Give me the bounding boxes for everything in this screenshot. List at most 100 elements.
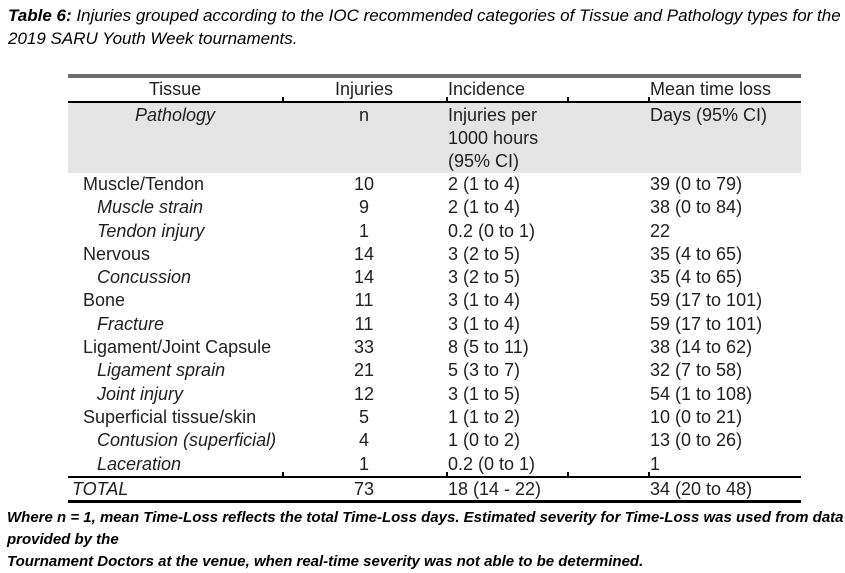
- injuries-cell: 11: [354, 313, 374, 334]
- table-row: Laceration 1 0.2 (0 to 1) 1: [68, 453, 801, 476]
- header-timeloss: Mean time loss: [650, 79, 772, 99]
- table-caption: Table 6: Injuries grouped according to t…: [8, 5, 843, 50]
- table-row: Contusion (superficial) 4 1 (0 to 2) 13 …: [68, 429, 801, 452]
- caption-text-line2: 2019 SARU Youth Week tournaments.: [8, 28, 298, 48]
- cell-border-tick: [446, 471, 448, 476]
- injuries-cell: 1: [358, 453, 369, 474]
- cell-border-tick: [282, 97, 284, 101]
- footnote-line1: Where n = 1, mean Time-Loss reflects the…: [7, 509, 844, 548]
- incidence-cell: 5 (3 to 7): [448, 360, 521, 381]
- tissue-cell: Ligament sprain: [97, 360, 226, 381]
- injuries-cell: 14: [353, 267, 375, 288]
- tissue-cell: Nervous: [83, 243, 151, 264]
- cell-border-tick: [282, 471, 284, 476]
- incidence-cell: 0.2 (0 to 1): [448, 453, 536, 474]
- incidence-cell: 3 (2 to 5): [448, 267, 521, 288]
- header-tissue: Tissue: [148, 79, 202, 99]
- tissue-cell: Bone: [83, 290, 126, 311]
- tissue-cell: Concussion: [97, 267, 192, 288]
- timeloss-cell: 10 (0 to 21): [650, 406, 743, 427]
- timeloss-cell: 32 (7 to 58): [650, 360, 743, 381]
- tissue-cell: Tendon injury: [97, 220, 205, 241]
- footnote-line2: Tournament Doctors at the venue, when re…: [7, 553, 644, 570]
- total-injuries: 73: [353, 478, 375, 499]
- subheader-row: Pathology n Injuries per 1000 hours (95%…: [68, 103, 801, 173]
- header-incidence: Incidence: [448, 79, 526, 99]
- subheader-incidence-line2: 1000 hours: [448, 128, 539, 148]
- timeloss-cell: 22: [650, 220, 671, 241]
- injuries-cell: 10: [353, 174, 375, 194]
- timeloss-cell: 13 (0 to 26): [650, 430, 743, 451]
- timeloss-cell: 59 (17 to 101): [650, 290, 763, 311]
- cell-border-tick: [446, 97, 448, 101]
- header-injuries: Injuries: [334, 79, 394, 99]
- table-row: Joint injury 12 3 (1 to 5) 54 (1 to 108): [68, 383, 801, 406]
- incidence-cell: 3 (1 to 4): [448, 290, 521, 311]
- table-row: Tendon injury 1 0.2 (0 to 1) 22: [68, 220, 801, 243]
- subheader-incidence-line1: Injuries per: [448, 105, 538, 125]
- tissue-cell: Muscle strain: [97, 197, 204, 218]
- tissue-cell: Fracture: [97, 313, 165, 334]
- tissue-cell: Laceration: [97, 453, 182, 474]
- table-row: Muscle strain 9 2 (1 to 4) 38 (0 to 84): [68, 196, 801, 219]
- incidence-cell: 0.2 (0 to 1): [448, 220, 536, 241]
- incidence-cell: 3 (2 to 5): [448, 243, 521, 264]
- timeloss-cell: 1: [650, 453, 661, 474]
- incidence-cell: 3 (1 to 5): [448, 383, 521, 404]
- timeloss-cell: 35 (4 to 65): [650, 267, 743, 288]
- subheader-n: n: [358, 105, 369, 125]
- injuries-cell: 12: [353, 383, 375, 404]
- subheader-days: Days (95% CI): [650, 105, 768, 125]
- cell-border-tick: [648, 471, 650, 476]
- incidence-cell: 1 (0 to 2): [448, 430, 521, 451]
- timeloss-cell: 35 (4 to 65): [650, 243, 743, 264]
- injury-summary-table: Tissue Injuries Incidence Mean time loss…: [68, 74, 801, 503]
- total-timeloss: 34 (20 to 48): [650, 478, 753, 499]
- timeloss-cell: 38 (0 to 84): [650, 197, 743, 218]
- table-row: Concussion 14 3 (2 to 5) 35 (4 to 65): [68, 266, 801, 289]
- injuries-cell: 33: [353, 337, 375, 358]
- timeloss-cell: 54 (1 to 108): [650, 383, 753, 404]
- injuries-cell: 5: [358, 406, 369, 427]
- header-row: Tissue Injuries Incidence Mean time loss: [68, 78, 801, 101]
- incidence-cell: 2 (1 to 4): [448, 197, 521, 218]
- tissue-cell: Joint injury: [97, 383, 184, 404]
- cell-border-tick: [567, 471, 569, 476]
- tissue-cell: Muscle/Tendon: [83, 174, 205, 194]
- injuries-cell: 21: [353, 360, 375, 381]
- injuries-cell: 4: [358, 430, 369, 451]
- injuries-cell: 11: [354, 290, 374, 311]
- injuries-cell: 14: [353, 243, 375, 264]
- injuries-cell: 1: [358, 220, 369, 241]
- caption-label: Table 6:: [8, 6, 72, 25]
- timeloss-cell: 39 (0 to 79): [650, 174, 743, 194]
- table-row: Ligament/Joint Capsule 33 8 (5 to 11) 38…: [68, 336, 801, 359]
- cell-border-tick: [567, 97, 569, 101]
- subheader-incidence-line3: (95% CI): [448, 151, 520, 171]
- header-rule: [68, 97, 801, 103]
- total-incidence: 18 (14 - 22): [448, 478, 542, 499]
- total-row: TOTAL 73 18 (14 - 22) 34 (20 to 48): [68, 478, 801, 500]
- incidence-cell: 3 (1 to 4): [448, 313, 521, 334]
- caption-text-line1: Injuries grouped according to the IOC re…: [71, 6, 841, 25]
- cell-border-tick: [648, 97, 650, 101]
- incidence-cell: 2 (1 to 4): [448, 174, 521, 194]
- table-row: Muscle/Tendon 10 2 (1 to 4) 39 (0 to 79): [68, 173, 801, 196]
- table-row: Ligament sprain 21 5 (3 to 7) 32 (7 to 5…: [68, 359, 801, 382]
- table-footnote: Where n = 1, mean Time-Loss reflects the…: [7, 507, 845, 573]
- total-label: TOTAL: [72, 478, 129, 499]
- table-row: Fracture 11 3 (1 to 4) 59 (17 to 101): [68, 313, 801, 336]
- incidence-cell: 1 (1 to 2): [448, 406, 521, 427]
- tissue-cell: Superficial tissue/skin: [83, 406, 257, 427]
- bottom-border: [68, 499, 801, 503]
- timeloss-cell: 59 (17 to 101): [650, 313, 763, 334]
- table-row: Bone 11 3 (1 to 4) 59 (17 to 101): [68, 289, 801, 312]
- subheader-incidence: Injuries per 1000 hours (95% CI): [446, 104, 648, 173]
- subheader-pathology: Pathology: [134, 105, 216, 125]
- total-rule: [68, 471, 801, 478]
- tissue-cell: Contusion (superficial): [97, 430, 277, 451]
- timeloss-cell: 38 (14 to 62): [650, 337, 753, 358]
- tissue-cell: Ligament/Joint Capsule: [83, 337, 272, 358]
- injuries-cell: 9: [358, 197, 369, 218]
- table-row: Superficial tissue/skin 5 1 (1 to 2) 10 …: [68, 406, 801, 429]
